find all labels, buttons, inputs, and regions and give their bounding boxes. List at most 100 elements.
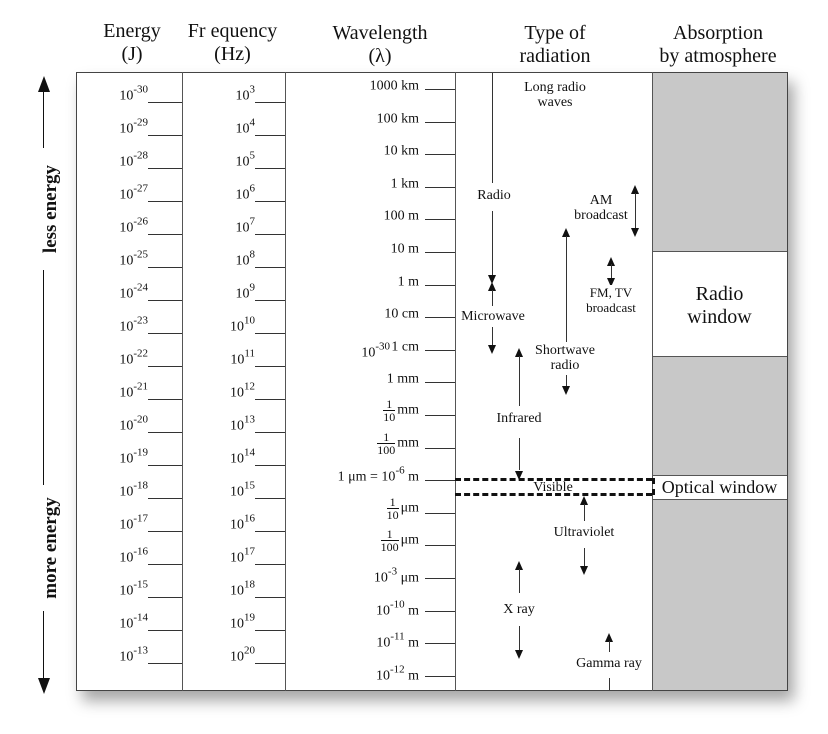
label-gamma-ray: Gamma ray (568, 656, 650, 671)
energy-tick-line (148, 168, 182, 169)
frequency-tick-label: 109 (235, 281, 256, 302)
energy-tick-line (148, 531, 182, 532)
radio-window-label-1: Radio (695, 283, 744, 305)
header-energy-unit: (J) (121, 43, 143, 65)
wavelength-tick-line (425, 415, 455, 416)
frequency-tick-label: 1011 (230, 347, 255, 368)
energy-tick-line (148, 300, 182, 301)
gamma-range-line-lower (609, 678, 610, 690)
frequency-tick-label: 107 (235, 215, 256, 236)
gamma-range-line-upper (609, 641, 610, 652)
header-energy-title: Energy (103, 20, 161, 42)
frequency-tick-line (255, 135, 285, 136)
frequency-tick-label: 1010 (230, 314, 255, 335)
frequency-tick-line (255, 564, 285, 565)
frequency-tick-label: 1015 (230, 479, 255, 500)
am-arrow-down-icon (631, 228, 639, 237)
more-energy-label: more energy (40, 485, 62, 611)
energy-tick-label: 10-13 (119, 644, 148, 665)
energy-tick-label: 10-16 (119, 545, 148, 566)
energy-tick-label: 10-18 (119, 479, 148, 500)
microwave-range-line-lower (492, 327, 493, 346)
wavelength-tick-label: 10-3 μm (373, 565, 419, 586)
optical-window-label: Optical window (661, 477, 778, 497)
wavelength-tick-line (425, 675, 455, 677)
arrow-up-icon (38, 76, 50, 92)
label-am-broadcast: AM broadcast (570, 193, 632, 223)
energy-tick-line (148, 597, 182, 598)
infrared-arrow-down-icon (515, 471, 523, 480)
am-range-line (635, 193, 636, 229)
energy-tick-label: 10-29 (119, 116, 148, 137)
energy-tick-label: 10-19 (119, 446, 148, 467)
energy-tick-label: 10-25 (119, 248, 148, 269)
divider-frequency-wavelength (285, 72, 286, 691)
label-radio: Radio (474, 188, 514, 203)
divider-type-absorption (652, 72, 653, 691)
energy-tick-label: 10-20 (119, 413, 148, 434)
energy-tick-line (148, 498, 182, 499)
radio-window: Radio window (652, 251, 787, 357)
wavelength-tick-line (425, 610, 455, 612)
header-absorption-subtitle: by atmosphere (659, 45, 777, 67)
frequency-tick-label: 1012 (230, 380, 255, 401)
absorbed-band-top (652, 73, 787, 251)
wavelength-tick-label: 100 m (383, 208, 419, 224)
header-type-subtitle: radiation (519, 45, 591, 67)
infrared-range-line-lower (519, 438, 520, 470)
visible-bracket (652, 478, 655, 495)
energy-tick-label: 10-15 (119, 578, 148, 599)
energy-tick-label: 10-24 (119, 281, 148, 302)
divider-energy-frequency (182, 72, 183, 691)
frequency-tick-line (255, 168, 285, 169)
wavelength-tick-line (425, 447, 455, 449)
wavelength-tick-label: 10 km (383, 143, 419, 159)
wavelength-tick-line (425, 186, 455, 188)
frequency-tick-label: 1014 (230, 446, 255, 467)
label-microwave: Microwave (461, 309, 525, 324)
wavelength-tick-line (425, 154, 455, 156)
wavelength-tick-label: 1 m (397, 273, 419, 289)
shortwave-arrow-down-icon (562, 386, 570, 395)
wavelength-tick-label: 10-10 m (375, 597, 419, 618)
frequency-tick-line (255, 333, 285, 334)
header-frequency-title: Fr equency (187, 20, 278, 42)
label-visible: Visible (533, 480, 573, 495)
visible-boundary-top (455, 478, 652, 481)
frequency-tick-line (255, 498, 285, 499)
wavelength-tick-label: 1 mm (386, 371, 419, 387)
absorbed-band-middle (652, 357, 787, 475)
frequency-tick-label: 1020 (230, 644, 255, 665)
wavelength-tick-label: 10 cm (384, 306, 419, 322)
energy-tick-line (148, 432, 182, 433)
frequency-tick-line (255, 432, 285, 433)
energy-tick-line (148, 102, 182, 103)
microwave-arrow-up-icon (488, 282, 496, 291)
frequency-tick-line (255, 234, 285, 235)
wavelength-tick-label: 1 cm (391, 339, 419, 355)
wavelength-tick-line (425, 349, 455, 351)
shortwave-range-line-lower (566, 375, 567, 387)
energy-tick-line (148, 564, 182, 565)
wavelength-tick-line (425, 480, 455, 482)
radio-arrow-down-icon (488, 275, 496, 284)
energy-tick-line (148, 135, 182, 136)
frequency-tick-label: 103 (235, 83, 256, 104)
wavelength-tick-line (425, 284, 455, 286)
label-shortwave-radio: Shortwave radio (532, 343, 598, 373)
header-absorption: Absorption by atmosphere (648, 22, 788, 68)
wavelength-tick-label: 1 km (390, 176, 419, 192)
frequency-tick-line (255, 663, 285, 664)
label-xray: X ray (500, 602, 538, 617)
ultraviolet-arrow-down-icon (580, 566, 588, 575)
wavelength-tick-line (425, 643, 455, 645)
wavelength-tick-line (425, 219, 455, 221)
stray-exponent-label: 10-30 (361, 340, 390, 361)
fm-range-line (611, 264, 612, 280)
header-energy: Energy (J) (82, 20, 182, 66)
am-arrow-up-icon (631, 185, 639, 194)
absorbed-band-bottom (652, 500, 787, 690)
frequency-tick-line (255, 399, 285, 400)
energy-tick-line (148, 234, 182, 235)
frequency-tick-line (255, 366, 285, 367)
